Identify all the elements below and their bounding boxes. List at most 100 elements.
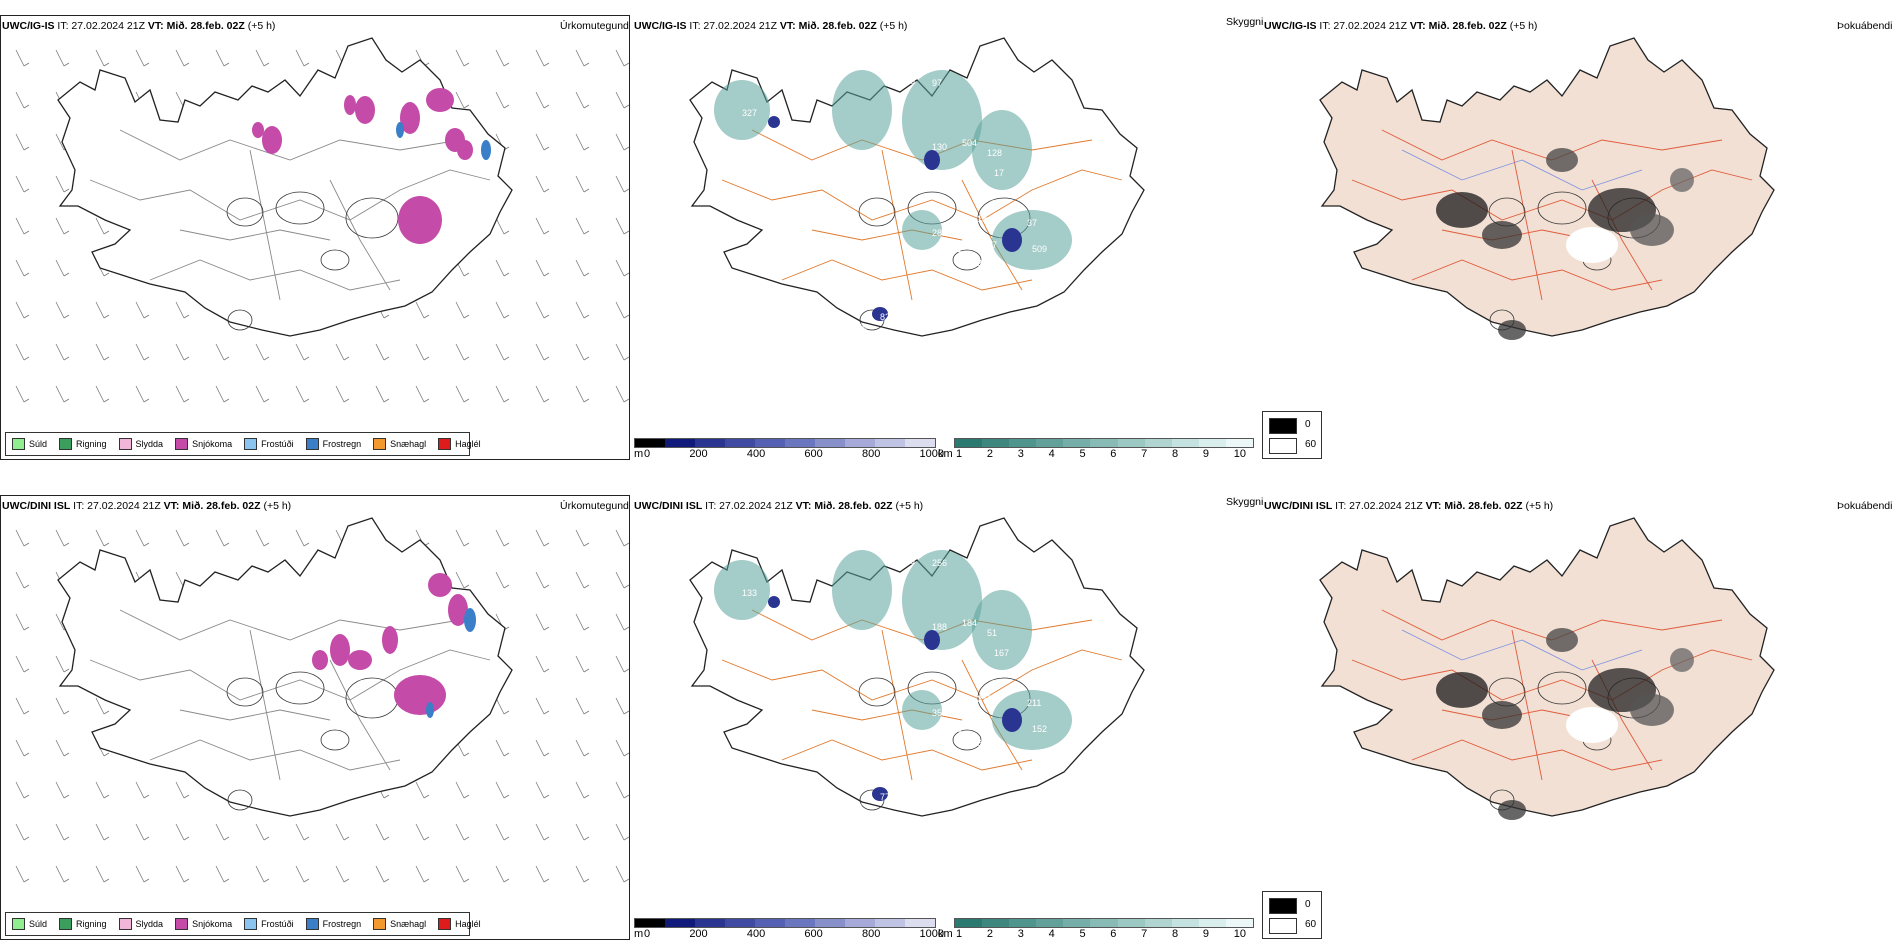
wind-barb	[375, 385, 390, 403]
wind-barb	[575, 133, 590, 151]
precip-legend-item: Haglél	[438, 438, 481, 450]
wind-barb	[415, 865, 430, 883]
visibility-tick: 8	[1172, 448, 1179, 460]
freezing-precip-area	[426, 702, 434, 718]
visibility-tick: 3	[1017, 448, 1024, 460]
colorbar-step	[635, 439, 665, 447]
low-visibility-area	[902, 550, 982, 650]
wind-barb	[575, 613, 590, 631]
snow-precip-area	[330, 634, 350, 666]
wind-barb	[535, 259, 550, 277]
fog-panel-title: Þokuábendi	[1837, 500, 1893, 512]
fog-index-area	[1546, 628, 1578, 652]
low-visibility-area	[832, 70, 892, 150]
wind-barb	[55, 259, 70, 277]
low-ceiling-area	[872, 787, 888, 801]
wind-barb	[15, 613, 30, 631]
legend-label: Slydda	[135, 439, 164, 449]
wind-barb	[15, 781, 30, 799]
ceiling-tick: 200	[689, 928, 708, 940]
visibility-tick: 9	[1202, 448, 1209, 460]
fog-legend-white-swatch	[1269, 438, 1297, 454]
glacier-outline	[952, 729, 982, 751]
wind-barb	[615, 301, 630, 319]
visibility-panel-title: Skyggni	[1226, 496, 1264, 508]
colorbar-step	[665, 439, 695, 447]
wind-barb	[575, 259, 590, 277]
wind-barb	[15, 301, 30, 319]
low-visibility-area	[992, 690, 1072, 750]
visibility-tick: 6	[1110, 928, 1117, 940]
wind-barb	[495, 697, 510, 715]
colorbar-step	[875, 919, 905, 927]
iceland-coastline	[1319, 517, 1775, 817]
wind-barb	[295, 823, 310, 841]
issue-time: IT: 27.02.2024 21Z	[57, 20, 145, 32]
iceland-coastline	[57, 37, 513, 337]
ceiling-value-label: 51	[987, 628, 997, 638]
valid-time: Mið. 28.feb. 02Z	[182, 500, 261, 512]
model-name: UWC/DINI ISL	[634, 500, 703, 512]
fog-legend-white-swatch	[1269, 918, 1297, 934]
precip-legend-item: Súld	[12, 918, 47, 930]
wind-barb	[575, 49, 590, 67]
wind-barb	[95, 301, 110, 319]
wind-barb	[135, 781, 150, 799]
wind-barb	[455, 781, 470, 799]
visibility-tick: 7	[1141, 448, 1148, 460]
wind-barb	[415, 301, 430, 319]
wind-barb	[575, 301, 590, 319]
precip-panel-title: Úrkomutegund	[560, 20, 629, 32]
glacier-outline	[320, 249, 350, 271]
visibility-colorbar	[954, 438, 1254, 448]
wind-barb	[535, 571, 550, 589]
precip-panel-frame	[0, 15, 630, 460]
visibility-tick: 10	[1233, 448, 1246, 460]
low-ceiling-area	[1002, 708, 1022, 732]
ceiling-value-label: 285	[932, 228, 947, 238]
wind-barb	[255, 385, 270, 403]
legend-swatch	[244, 438, 258, 450]
wind-barb	[535, 133, 550, 151]
wind-barb	[215, 343, 230, 361]
wind-barb	[335, 823, 350, 841]
wind-barb	[95, 49, 110, 67]
wind-barb	[575, 91, 590, 109]
precip-legend-item: Haglél	[438, 918, 481, 930]
wind-barb	[575, 175, 590, 193]
low-visibility-area	[832, 550, 892, 630]
low-visibility-area	[972, 110, 1032, 190]
wind-barb	[455, 49, 470, 67]
wind-barb	[135, 343, 150, 361]
road-line	[1351, 169, 1753, 221]
fog-index-area	[1482, 221, 1522, 249]
visibility-tick: 1	[956, 448, 963, 460]
visibility-tick: 5	[1079, 448, 1086, 460]
low-visibility-area	[714, 560, 770, 620]
wind-barb	[135, 301, 150, 319]
wind-barb	[215, 385, 230, 403]
visibility-tick: 3	[1017, 928, 1024, 940]
wind-barb	[535, 385, 550, 403]
wind-barb	[175, 823, 190, 841]
colorbar-step	[905, 439, 935, 447]
wind-barb	[575, 217, 590, 235]
colorbar-step	[785, 439, 815, 447]
fog-legend-black-swatch	[1269, 418, 1297, 434]
model-name: UWC/IG-IS	[634, 20, 687, 32]
fog-legend-high-label: 60	[1305, 919, 1317, 930]
wind-barb	[15, 343, 30, 361]
ceiling-value-label: 184	[977, 214, 992, 224]
snow-precip-area	[262, 126, 282, 154]
wind-barb	[535, 529, 550, 547]
road-line	[1511, 629, 1543, 781]
wind-barb	[55, 739, 70, 757]
visibility-tick: 9	[1202, 928, 1209, 940]
wind-barb	[615, 133, 630, 151]
lead-time: (+5 h)	[247, 20, 276, 32]
issue-time: IT: 27.02.2024 21Z	[1319, 20, 1407, 32]
wind-barb	[455, 823, 470, 841]
fog-index-area	[1436, 672, 1488, 708]
legend-swatch	[305, 918, 319, 930]
ceiling-value-label: 97	[932, 78, 942, 88]
